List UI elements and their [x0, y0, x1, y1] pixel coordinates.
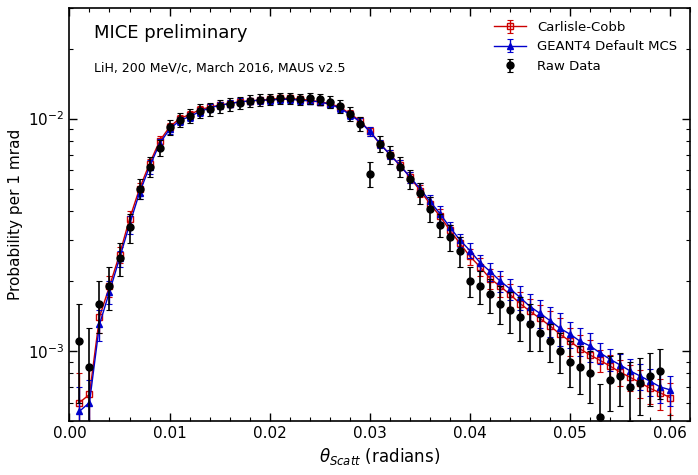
- Legend: Carlisle-Cobb, GEANT4 Default MCS, Raw Data: Carlisle-Cobb, GEANT4 Default MCS, Raw D…: [487, 14, 684, 80]
- X-axis label: $\theta_{Scatt}$ (radians): $\theta_{Scatt}$ (radians): [319, 446, 440, 467]
- Text: MICE preliminary: MICE preliminary: [94, 24, 248, 42]
- Text: LiH, 200 MeV/c, March 2016, MAUS v2.5: LiH, 200 MeV/c, March 2016, MAUS v2.5: [94, 61, 346, 75]
- Y-axis label: Probability per 1 mrad: Probability per 1 mrad: [8, 129, 22, 300]
